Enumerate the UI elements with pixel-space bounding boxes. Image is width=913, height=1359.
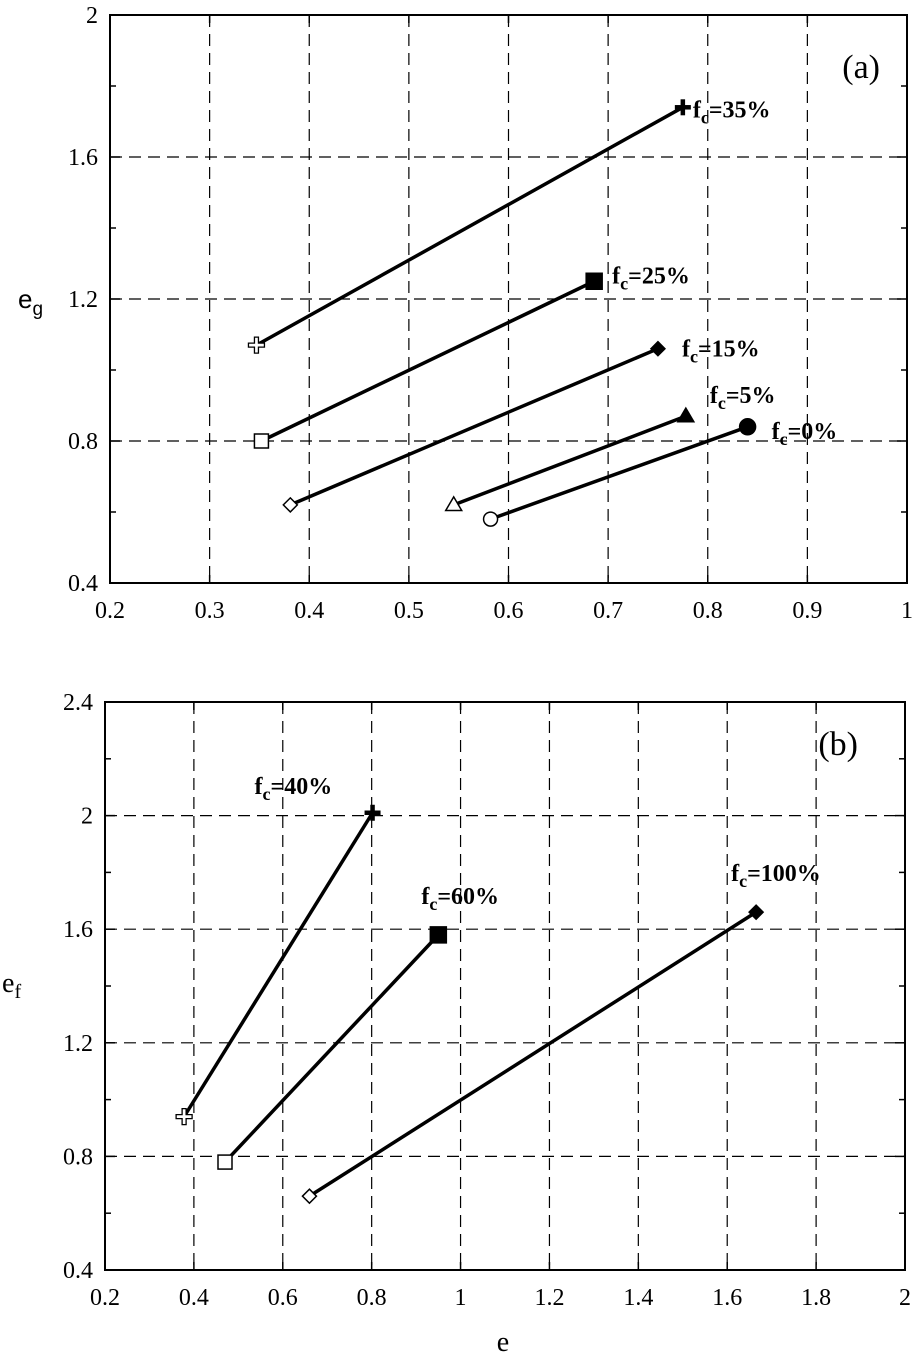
panel-b-x-tick-label: 0.2: [90, 1285, 120, 1311]
series-label: fc=5%: [710, 383, 776, 413]
series-label: fc=25%: [612, 263, 690, 293]
marker-triangle-open: [444, 495, 464, 512]
series-line: [489, 425, 749, 521]
panel-b-x-tick-labels: 0.2 0.4 0.6 0.8 1 1.2 1.4 1.6 1.8 2: [90, 1285, 911, 1311]
marker-plus-open: [175, 1107, 193, 1126]
panel-b-x-tick-label: 1: [455, 1285, 467, 1311]
panel-b-series: fc=40% fc=60% fc=100%: [175, 774, 821, 1205]
panel-a-series-2: fc=15%: [282, 337, 760, 513]
panel-b-y-axis-label: ef: [2, 968, 21, 1003]
panel-b-x-tick-label: 1.6: [712, 1285, 742, 1311]
panel-a-y-tick-labels: 0.4 0.8 1.2 1.6 2: [68, 3, 98, 597]
panel-a-y-tick-label: 1.2: [68, 287, 98, 313]
panel-b-label: (b): [818, 726, 858, 763]
panel-a-x-tick-label: 0.9: [792, 598, 822, 624]
series-label: fc=100%: [731, 861, 821, 891]
panel-b-x-tick-label: 0.8: [357, 1285, 387, 1311]
panel-a-y-tick-label: 2: [86, 3, 98, 29]
series-label: fc=15%: [682, 337, 760, 367]
panel-a-y-tick-label: 0.4: [68, 571, 98, 597]
panel-a-x-tick-label: 0.2: [95, 598, 125, 624]
panel-a-x-tick-label: 0.7: [593, 598, 623, 624]
panel-a-label: (a): [842, 49, 880, 86]
panel-a-grid: [109, 14, 908, 584]
panel-a-series: fc=35% fc=25% fc=15% fc=5% fc=0%: [247, 97, 838, 527]
marker-square-filled: [429, 926, 448, 944]
marker-circle-open: [482, 511, 499, 527]
panel-a-series-4: fc=0%: [482, 418, 838, 527]
panel-b-y-tick-label: 0.8: [63, 1144, 93, 1170]
panel-b: 0.2 0.4 0.6 0.8 1 1.2 1.4 1.6 1.8 2 0.40.81.21.62…: [2, 690, 911, 1358]
panel-a-y-tick-label: 1.6: [68, 145, 98, 171]
marker-square-open: [253, 433, 270, 449]
series-line: [453, 414, 687, 507]
panel-a: 0.2 0.3 0.4 0.5 0.6 0.7 0.8 0.9 1 0.40.81.21.62 …: [18, 3, 913, 624]
panel-a-x-tick-label: 1: [901, 598, 913, 624]
panel-b-x-tick-label: 1.8: [801, 1285, 831, 1311]
marker-diamond-filled: [649, 340, 666, 357]
panel-b-grid: [104, 701, 906, 1271]
marker-square-filled: [585, 272, 603, 290]
panel-b-frame: [104, 701, 906, 1271]
panel-a-x-tick-label: 0.3: [195, 598, 225, 624]
panel-b-x-tick-label: 0.4: [179, 1285, 209, 1311]
panel-b-x-tick-label: 1.2: [534, 1285, 564, 1311]
panel-a-y-tick-label: 0.8: [68, 429, 98, 455]
series-label: fc=35%: [693, 97, 771, 127]
panel-b-y-tick-labels: 0.4 0.8 1.2 1.6 2 2.4: [63, 690, 93, 1284]
panel-a-x-tick-label: 0.5: [394, 598, 424, 624]
marker-circle-filled: [738, 418, 757, 436]
series-line: [289, 347, 659, 507]
marker-plus-open: [247, 336, 266, 354]
panel-a-x-tick-label: 0.4: [294, 598, 324, 624]
panel-b-x-axis-label: e: [497, 1327, 509, 1358]
marker-square-open: [217, 1154, 233, 1170]
panel-a-series-0: fc=35%: [247, 97, 771, 354]
panel-b-y-tick-label: 1.6: [63, 917, 93, 943]
marker-plus-filled: [370, 804, 375, 821]
series-line: [223, 933, 440, 1164]
series-label: fc=60%: [421, 884, 499, 914]
series-label: fc=0%: [772, 419, 838, 449]
panel-b-x-tick-label: 1.4: [623, 1285, 653, 1311]
panel-b-y-tick-label: 0.4: [63, 1258, 93, 1284]
series-line: [260, 279, 595, 443]
panel-b-y-tick-label: 1.2: [63, 1031, 93, 1057]
panel-a-x-tick-label: 0.8: [693, 598, 723, 624]
marker-plus-filled: [680, 99, 686, 116]
marker-diamond-open: [282, 496, 299, 513]
panel-b-y-tick-label: 2: [81, 804, 93, 830]
series-line: [182, 811, 375, 1118]
series-line: [308, 910, 758, 1198]
panel-a-x-tick-label: 0.6: [494, 598, 524, 624]
panel-b-x-tick-label: 2: [899, 1285, 911, 1311]
panel-b-x-tick-label: 0.6: [268, 1285, 298, 1311]
panel-a-y-axis-label: eg: [18, 284, 43, 320]
panel-b-series-1: fc=60%: [217, 884, 499, 1170]
marker-diamond-filled: [748, 904, 765, 921]
panel-a-x-tick-labels: 0.2 0.3 0.4 0.5 0.6 0.7 0.8 0.9 1: [95, 598, 913, 624]
series-line: [255, 105, 684, 347]
panel-a-series-3: fc=5%: [444, 383, 776, 512]
marker-diamond-open: [301, 1188, 318, 1205]
panel-b-y-tick-label: 2.4: [63, 690, 93, 716]
panel-b-series-2: fc=100%: [301, 861, 821, 1205]
marker-triangle-filled: [676, 406, 696, 423]
series-label: fc=40%: [255, 774, 333, 804]
panel-b-series-0: fc=40%: [175, 774, 381, 1126]
panel-a-frame: [109, 14, 908, 584]
panel-a-series-1: fc=25%: [253, 263, 690, 449]
